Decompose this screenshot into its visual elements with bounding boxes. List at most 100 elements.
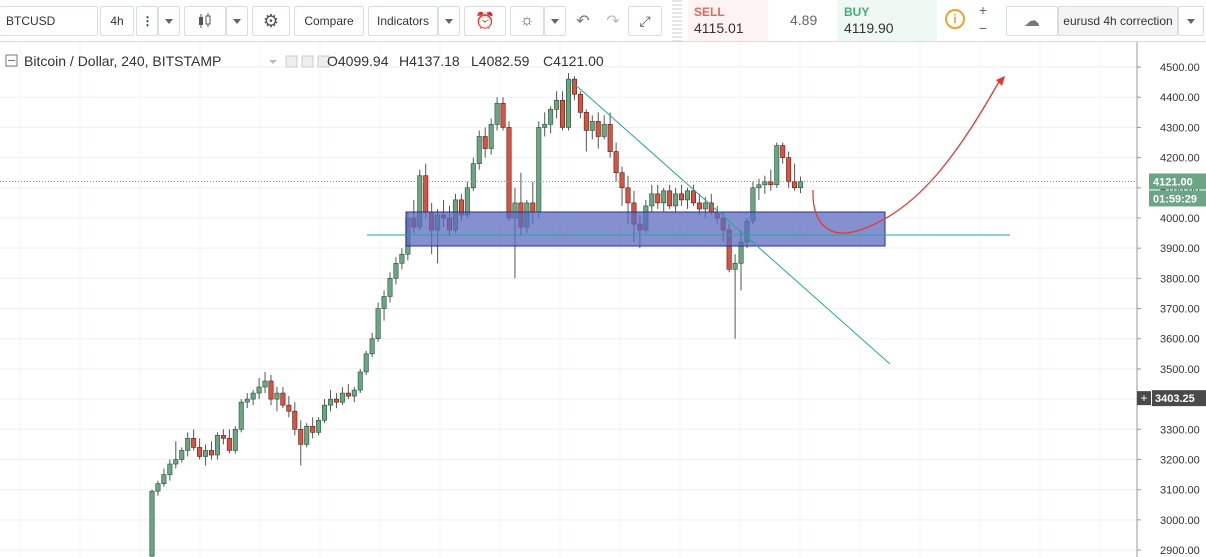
header-icon[interactable] (301, 55, 314, 68)
candle-body (607, 124, 613, 152)
indicators-button[interactable]: Indicators (368, 6, 438, 36)
candle-body (149, 490, 155, 557)
candle-body (232, 429, 238, 451)
compare-button[interactable]: Compare (294, 6, 364, 36)
chart-name-dropdown[interactable] (1178, 6, 1204, 36)
candle-body (155, 483, 161, 492)
y-tick-label: 3700.00 (1160, 304, 1200, 316)
info-button[interactable]: i (945, 9, 965, 29)
candle-body (780, 145, 786, 158)
candle-body (476, 136, 482, 164)
spread: 4.89 (790, 12, 818, 28)
price-scale (1137, 42, 1206, 557)
crosshair-add-icon: + (1141, 391, 1148, 405)
candle-body (667, 190, 673, 207)
redo-button[interactable]: ↷ (598, 6, 628, 36)
candle-body (369, 338, 375, 355)
candle-body (577, 93, 583, 113)
candle-body (756, 184, 762, 189)
fullscreen-button[interactable]: ⤢ (628, 6, 662, 36)
y-tick-label: 4200.00 (1160, 153, 1200, 165)
candle-body (304, 425, 310, 445)
y-tick-label: 3600.00 (1160, 334, 1200, 346)
ohlc-high: H4137.18 (399, 53, 460, 69)
title-caret[interactable] (269, 60, 277, 64)
support-zone (405, 211, 886, 247)
candle-body (684, 190, 690, 201)
candle-body (387, 278, 393, 297)
alert-button[interactable]: ⏰ (464, 6, 506, 36)
y-tick-label: 2900.00 (1160, 545, 1200, 557)
candle-body (298, 429, 304, 445)
ideas-button[interactable]: ☼ (510, 6, 544, 36)
candle-body (173, 459, 179, 465)
candle-body (554, 99, 560, 110)
candle-body (345, 392, 351, 397)
decrease-button[interactable]: − (978, 20, 988, 36)
candle-body (673, 193, 679, 207)
candle-body (560, 99, 566, 128)
increase-button[interactable]: + (978, 2, 988, 18)
chart-style-dropdown[interactable] (226, 6, 248, 36)
candle-body (571, 78, 577, 95)
candle-body (357, 371, 363, 391)
indicators-dropdown[interactable] (438, 6, 460, 36)
candle-body (423, 175, 429, 213)
chart-name[interactable]: eurusd 4h correction (1058, 6, 1178, 36)
y-tick-label: 3000.00 (1160, 515, 1200, 527)
drag-handle[interactable] (672, 0, 682, 42)
y-tick-label: 3900.00 (1160, 243, 1200, 255)
interval-dropdown[interactable] (158, 6, 180, 36)
candle-body (655, 193, 661, 204)
candle-body (542, 124, 548, 128)
y-tick-label: 3800.00 (1160, 273, 1200, 285)
candle-body (161, 474, 167, 484)
candle-body (262, 380, 268, 388)
candle-body (619, 172, 625, 189)
undo-button[interactable]: ↶ (568, 6, 598, 36)
candle-body (167, 463, 173, 475)
interval-menu[interactable]: ⋮ (136, 6, 158, 36)
candle-body (333, 398, 339, 403)
candle-body (226, 438, 232, 451)
sell-button[interactable]: SELL 4115.01 (688, 0, 768, 41)
candle-icon (199, 13, 211, 28)
candle-body (548, 109, 554, 125)
candle-body (690, 190, 696, 204)
ideas-dropdown[interactable] (544, 6, 566, 36)
candle-body (274, 392, 280, 400)
candle-body (292, 410, 298, 430)
countdown-tag (1149, 190, 1206, 207)
candle-body (488, 124, 494, 149)
candle-body (197, 447, 203, 457)
countdown-label: 01:59:29 (1153, 193, 1197, 205)
chart-title: Bitcoin / Dollar, 240, BITSTAMP (24, 53, 221, 69)
candle-body (220, 435, 226, 439)
save-cloud-button[interactable]: ☁ (1006, 6, 1058, 36)
candle-body (482, 136, 488, 149)
candle-body (589, 121, 595, 131)
candle-body (774, 145, 780, 186)
candle-body (185, 438, 191, 451)
buy-button[interactable]: BUY 4119.90 (837, 0, 937, 41)
candle-body (244, 398, 250, 403)
header-icon[interactable] (317, 55, 330, 68)
chart-style-button[interactable] (184, 6, 226, 36)
candle-body (381, 296, 387, 309)
symbol-search[interactable]: BTCUSD (0, 6, 98, 36)
buy-label: BUY (844, 5, 870, 19)
projection-curve (812, 79, 1001, 234)
candle-body (530, 202, 536, 213)
sell-label: SELL (694, 5, 725, 19)
candle-body (327, 398, 333, 406)
settings-button[interactable]: ⚙ (252, 6, 290, 36)
candle-body (696, 202, 702, 210)
candle-body (256, 386, 262, 394)
candle-body (732, 262, 738, 270)
candle-body (595, 121, 601, 137)
candle-body (679, 193, 685, 201)
header-icon[interactable] (285, 55, 298, 68)
interval-button[interactable]: 4h (100, 6, 134, 36)
candle-body (268, 380, 274, 400)
